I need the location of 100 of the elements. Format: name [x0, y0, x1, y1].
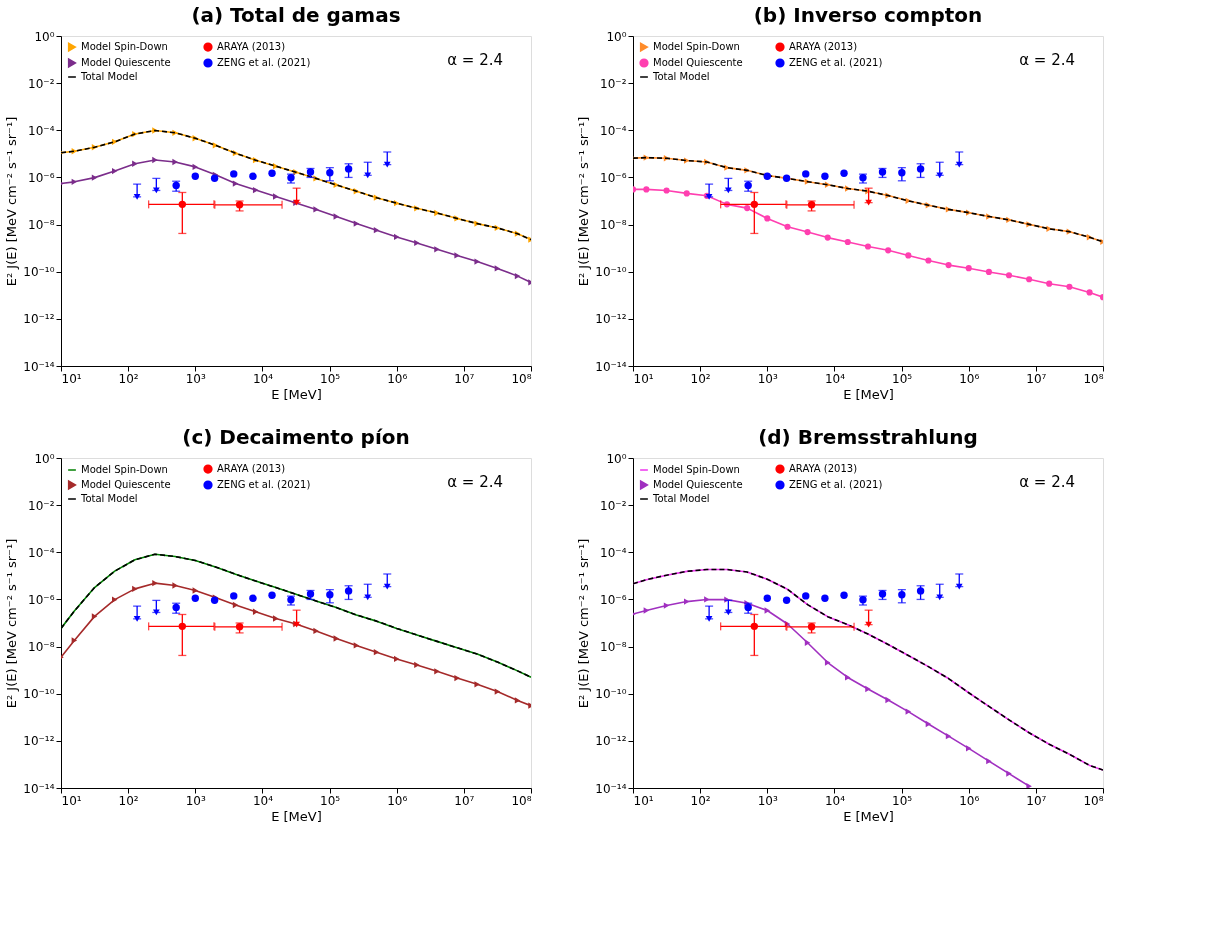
legend-label: Model Quiescente	[653, 57, 743, 68]
x-tick-label: 10²	[118, 371, 139, 386]
x-tick-label: 10⁶	[387, 371, 408, 386]
y-tick-label: 10⁻¹⁰	[23, 265, 55, 280]
x-tick-label: 10⁵	[320, 371, 341, 386]
x-tick-label: 10²	[118, 793, 139, 808]
annotation: α = 2.4	[1019, 473, 1075, 491]
y-tick-label: 10⁻¹²	[595, 734, 627, 749]
x-tick-label: 10⁴	[252, 371, 274, 386]
chart-title: (b) Inverso compton	[753, 3, 983, 27]
y-tick-label: 10⁻¹⁰	[595, 687, 627, 702]
x-tick-label: 10⁵	[892, 371, 913, 386]
y-tick-label: 10⁻⁸	[600, 640, 627, 655]
x-tick-label: 10⁵	[320, 793, 341, 808]
y-tick-label: 10⁰	[606, 451, 627, 466]
x-tick-label: 10³	[757, 793, 779, 808]
legend-label: ZENG et al. (2021)	[217, 57, 311, 68]
y-tick-label: 10⁻²	[600, 76, 627, 91]
legend-label: ARAYA (2013)	[217, 41, 286, 53]
y-tick-label: 10⁻¹²	[23, 312, 55, 327]
y-tick-label: 10⁻¹²	[595, 312, 627, 327]
x-tick-label: 10⁶	[959, 371, 980, 386]
legend-label: Model Quiescente	[81, 57, 171, 68]
legend-label: Model Spin-Down	[81, 41, 168, 53]
x-tick-label: 10³	[757, 371, 779, 386]
chart-title: (c) Decaimento píon	[182, 425, 410, 449]
x-tick-label: 10³	[185, 793, 207, 808]
x-tick-label: 10¹	[633, 793, 654, 808]
y-tick-label: 10⁻¹⁴	[595, 781, 627, 796]
y-tick-label: 10⁰	[34, 29, 55, 44]
legend-label: ARAYA (2013)	[789, 463, 858, 475]
x-tick-label: 10⁷	[454, 793, 475, 808]
legend-label: Total Model	[80, 493, 138, 504]
x-tick-label: 10⁴	[252, 793, 274, 808]
legend-label: Total Model	[652, 493, 710, 504]
x-axis-title: E [MeV]	[843, 808, 894, 824]
y-tick-label: 10⁻⁴	[600, 545, 627, 560]
y-tick-label: 10⁻⁸	[28, 640, 55, 655]
annotation: α = 2.4	[447, 473, 503, 491]
y-tick-label: 10⁰	[34, 451, 55, 466]
y-tick-label: 10⁻¹⁰	[23, 687, 55, 702]
legend-label: ZENG et al. (2021)	[789, 57, 883, 68]
x-tick-label: 10⁷	[1026, 371, 1047, 386]
annotation: α = 2.4	[447, 51, 503, 69]
chart-title: (a) Total de gamas	[191, 3, 401, 27]
legend-label: Model Spin-Down	[653, 464, 740, 475]
y-tick-label: 10⁻²	[28, 498, 55, 513]
x-tick-label: 10¹	[61, 371, 82, 386]
x-axis-title: E [MeV]	[271, 808, 322, 824]
x-tick-label: 10⁸	[1083, 371, 1104, 386]
y-tick-label: 10⁻⁸	[600, 218, 627, 233]
y-tick-label: 10⁻²	[600, 498, 627, 513]
y-tick-label: 10⁻⁴	[28, 545, 55, 560]
y-tick-label: 10⁰	[606, 29, 627, 44]
x-tick-label: 10⁷	[1026, 793, 1047, 808]
x-tick-label: 10²	[690, 371, 711, 386]
x-tick-label: 10⁶	[959, 793, 980, 808]
x-tick-label: 10¹	[633, 371, 654, 386]
y-tick-label: 10⁻¹⁴	[595, 359, 627, 374]
y-axis-title: E² J(E) [MeV cm⁻² s⁻¹ sr⁻¹]	[4, 538, 20, 709]
y-tick-label: 10⁻⁴	[28, 123, 55, 138]
x-tick-label: 10⁴	[824, 793, 846, 808]
y-tick-label: 10⁻⁶	[28, 170, 55, 185]
x-tick-label: 10²	[690, 793, 711, 808]
legend-label: ARAYA (2013)	[217, 463, 286, 475]
y-tick-label: 10⁻¹⁴	[23, 781, 55, 796]
legend-label: Model Quiescente	[81, 479, 171, 490]
x-tick-label: 10¹	[61, 793, 82, 808]
x-tick-label: 10⁴	[824, 371, 846, 386]
chart-title: (d) Bremsstrahlung	[758, 425, 978, 449]
legend-label: ZENG et al. (2021)	[217, 479, 311, 490]
x-tick-label: 10⁸	[511, 371, 532, 386]
y-tick-label: 10⁻⁶	[600, 170, 627, 185]
x-tick-label: 10⁷	[454, 371, 475, 386]
y-tick-label: 10⁻⁶	[600, 592, 627, 607]
y-tick-label: 10⁻¹⁴	[23, 359, 55, 374]
x-axis-title: E [MeV]	[843, 386, 894, 402]
x-axis-title: E [MeV]	[271, 386, 322, 402]
annotation: α = 2.4	[1019, 51, 1075, 69]
legend-label: ARAYA (2013)	[789, 41, 858, 53]
y-tick-label: 10⁻⁸	[28, 218, 55, 233]
y-axis-title: E² J(E) [MeV cm⁻² s⁻¹ sr⁻¹]	[576, 538, 592, 709]
x-tick-label: 10⁶	[387, 793, 408, 808]
x-tick-label: 10⁸	[1083, 793, 1104, 808]
y-axis-title: E² J(E) [MeV cm⁻² s⁻¹ sr⁻¹]	[576, 116, 592, 287]
x-tick-label: 10⁵	[892, 793, 913, 808]
y-tick-label: 10⁻⁴	[600, 123, 627, 138]
legend-label: Model Spin-Down	[81, 464, 168, 475]
y-tick-label: 10⁻²	[28, 76, 55, 91]
legend-label: Total Model	[652, 71, 710, 82]
y-axis-title: E² J(E) [MeV cm⁻² s⁻¹ sr⁻¹]	[4, 116, 20, 287]
legend-label: ZENG et al. (2021)	[789, 479, 883, 490]
y-tick-label: 10⁻¹²	[23, 734, 55, 749]
x-tick-label: 10³	[185, 371, 207, 386]
y-tick-label: 10⁻¹⁰	[595, 265, 627, 280]
legend-label: Total Model	[80, 71, 138, 82]
legend-label: Model Spin-Down	[653, 41, 740, 53]
legend-label: Model Quiescente	[653, 479, 743, 490]
x-tick-label: 10⁸	[511, 793, 532, 808]
y-tick-label: 10⁻⁶	[28, 592, 55, 607]
